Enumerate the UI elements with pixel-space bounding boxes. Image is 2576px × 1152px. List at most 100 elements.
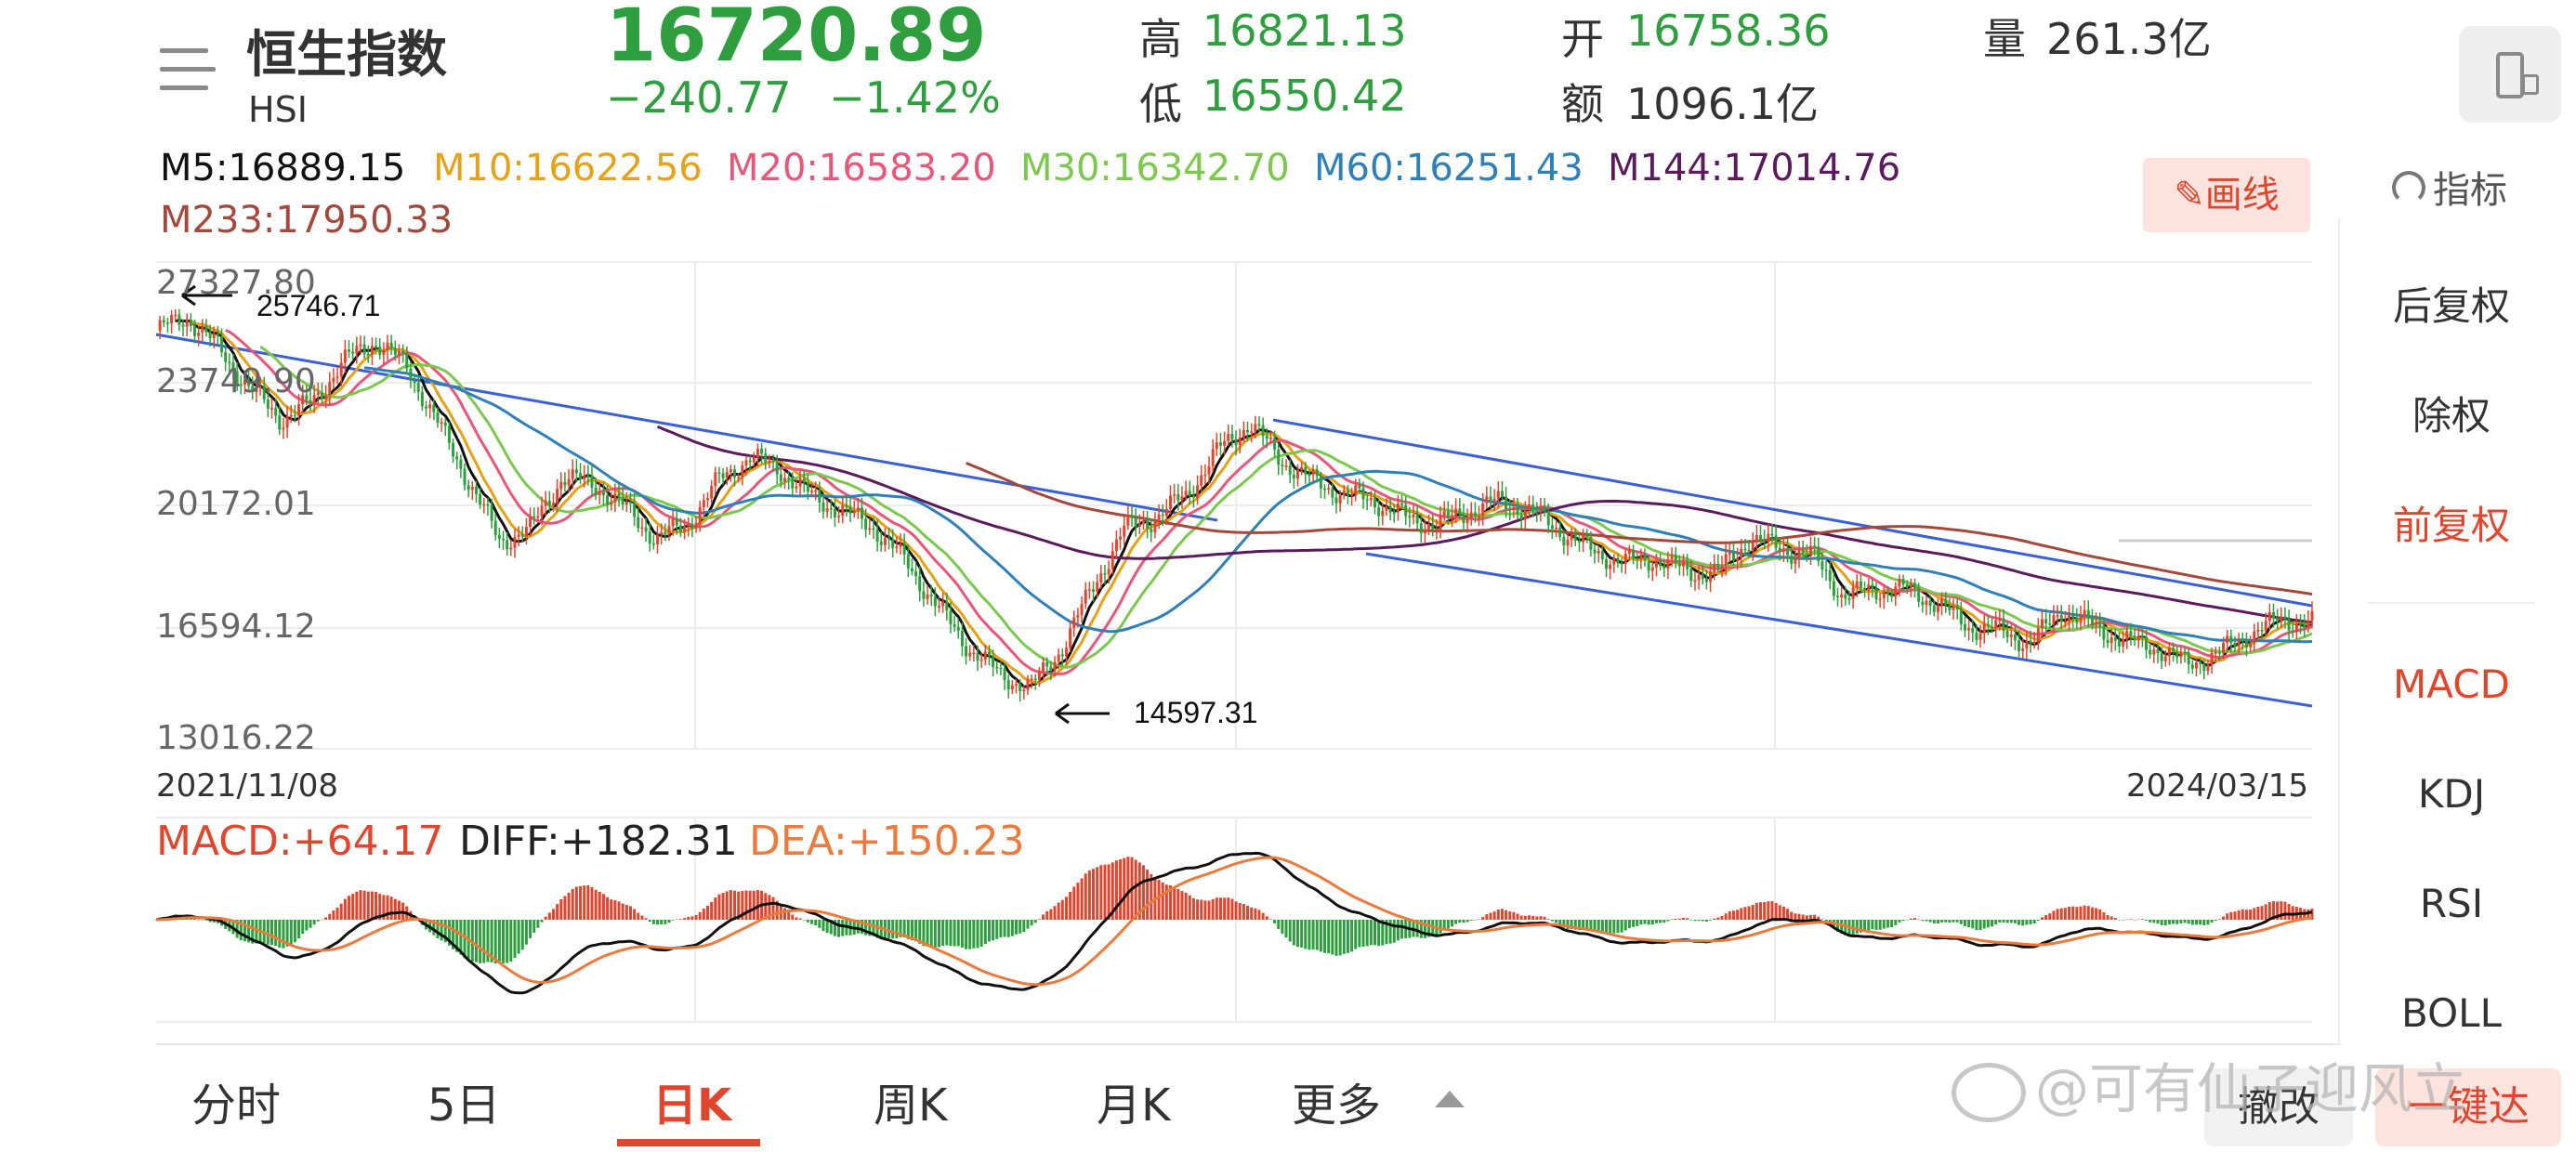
y-tick-5: 13016.22 [156, 719, 316, 757]
draw-line-label: 画线 [2204, 174, 2280, 216]
candle-body [764, 453, 768, 463]
candle-body [1350, 493, 1354, 496]
candle-body [721, 473, 725, 478]
low-arrow [1055, 702, 1110, 725]
candle-body [297, 404, 301, 416]
indicator-button[interactable]: 指标 [2392, 160, 2507, 214]
candle-body [1836, 596, 1840, 598]
macd-bar [216, 920, 219, 923]
candle-body [795, 486, 798, 489]
candle-body [1755, 535, 1758, 543]
y-tick-2: 23749.90 [156, 362, 316, 400]
candle-body [771, 460, 775, 463]
tab-5day[interactable]: 5日 [427, 1080, 501, 1132]
macd-bar [598, 891, 601, 920]
macd-bar [837, 920, 841, 937]
candle-body [170, 315, 174, 324]
macd-bar [2244, 910, 2248, 920]
candle-body [690, 524, 694, 530]
candle-body [802, 478, 806, 483]
macd-bar [1060, 899, 1064, 920]
macd-bar [1485, 914, 1489, 920]
candle-body [2244, 639, 2248, 648]
candle-body [1053, 661, 1057, 671]
tab-more[interactable]: 更多 [1292, 1080, 1382, 1132]
caret-up-icon[interactable] [1435, 1091, 1465, 1107]
candle-body [1153, 521, 1157, 532]
tab-monthly-k[interactable]: 月K [1097, 1080, 1171, 1132]
candle-body [2310, 610, 2314, 621]
ma144-legend: M144:17014.76 [1608, 147, 1901, 190]
macd-bar [1840, 920, 1844, 934]
tab-weekly-k[interactable]: 周K [874, 1080, 948, 1132]
candle-body [1446, 511, 1450, 517]
candle-body [1311, 469, 1315, 475]
candle-body [2217, 652, 2221, 654]
tab-daily-k[interactable]: 日K [652, 1080, 732, 1132]
candle-body [1890, 594, 1894, 597]
candle-body [332, 377, 335, 383]
menu-icon[interactable] [160, 45, 216, 97]
candle-body [999, 667, 1003, 670]
macd-bar [1670, 919, 1674, 920]
tab-intraday[interactable]: 分时 [191, 1080, 282, 1132]
macd-bar [1342, 920, 1346, 954]
high-label: 高 [1139, 14, 1182, 64]
macd-bar [968, 920, 972, 949]
device-switch-button[interactable] [2459, 26, 2561, 123]
one-click-button[interactable]: 一键达 [2375, 1068, 2561, 1146]
macd-bar [1654, 920, 1658, 923]
kline-chart[interactable]: 25746.71 14597.31 [0, 0, 2342, 1050]
candle-body [922, 591, 926, 599]
candle-body [782, 478, 786, 482]
macd-bar [2029, 920, 2032, 924]
candle-body [1234, 439, 1238, 446]
macd-bar [1049, 909, 1053, 920]
macd-bar [474, 920, 478, 962]
macd-bar [1096, 867, 1099, 920]
macd-bar [1315, 920, 1319, 950]
draw-line-button[interactable]: ✎画线 [2143, 158, 2310, 232]
candle-body [1952, 606, 1955, 610]
candle-body [274, 408, 278, 416]
macd-bar [2271, 901, 2275, 920]
macd-bar [509, 920, 513, 962]
candle-body [648, 531, 651, 544]
macd-bar [787, 910, 791, 920]
side-item-forward-adjust[interactable]: 前复权 [2392, 503, 2510, 548]
candle-body [497, 534, 501, 539]
candle-body [2175, 651, 2179, 658]
candle-body [563, 481, 567, 486]
side-item-boll[interactable]: BOLL [2401, 990, 2502, 1028]
macd-bar [251, 920, 255, 944]
side-item-backward-adjust[interactable]: 后复权 [2392, 283, 2510, 329]
side-item-kdj[interactable]: KDJ [2417, 771, 2486, 817]
candle-body [506, 540, 509, 550]
candle-body [470, 486, 474, 491]
candle-body [1033, 678, 1037, 680]
candle-body [705, 498, 709, 501]
candle-body [413, 380, 416, 384]
macd-bar [895, 920, 899, 938]
candle-body [262, 386, 266, 400]
modify-order-button[interactable]: 撤改 [2204, 1068, 2353, 1146]
candle-body [2287, 619, 2291, 631]
macd-bar [2202, 920, 2206, 925]
macd-bar [1585, 920, 1589, 929]
candle-body [624, 502, 628, 505]
macd-bar [2129, 919, 2133, 920]
macd-bar [1203, 900, 1207, 920]
macd-bar [2217, 919, 2221, 920]
side-item-macd[interactable]: MACD [2393, 661, 2510, 707]
macd-bar [2206, 920, 2210, 925]
macd-bar [1978, 920, 1982, 931]
macd-bar [432, 920, 436, 936]
macd-bar [1442, 920, 1446, 931]
candle-body [814, 490, 818, 492]
candle-body [1882, 591, 1886, 599]
macd-bar [1539, 916, 1543, 920]
side-item-ex-rights[interactable]: 除权 [2412, 393, 2491, 439]
candle-body [1844, 594, 1847, 599]
macd-bar [1890, 920, 1894, 928]
side-item-rsi[interactable]: RSI [2419, 881, 2484, 926]
